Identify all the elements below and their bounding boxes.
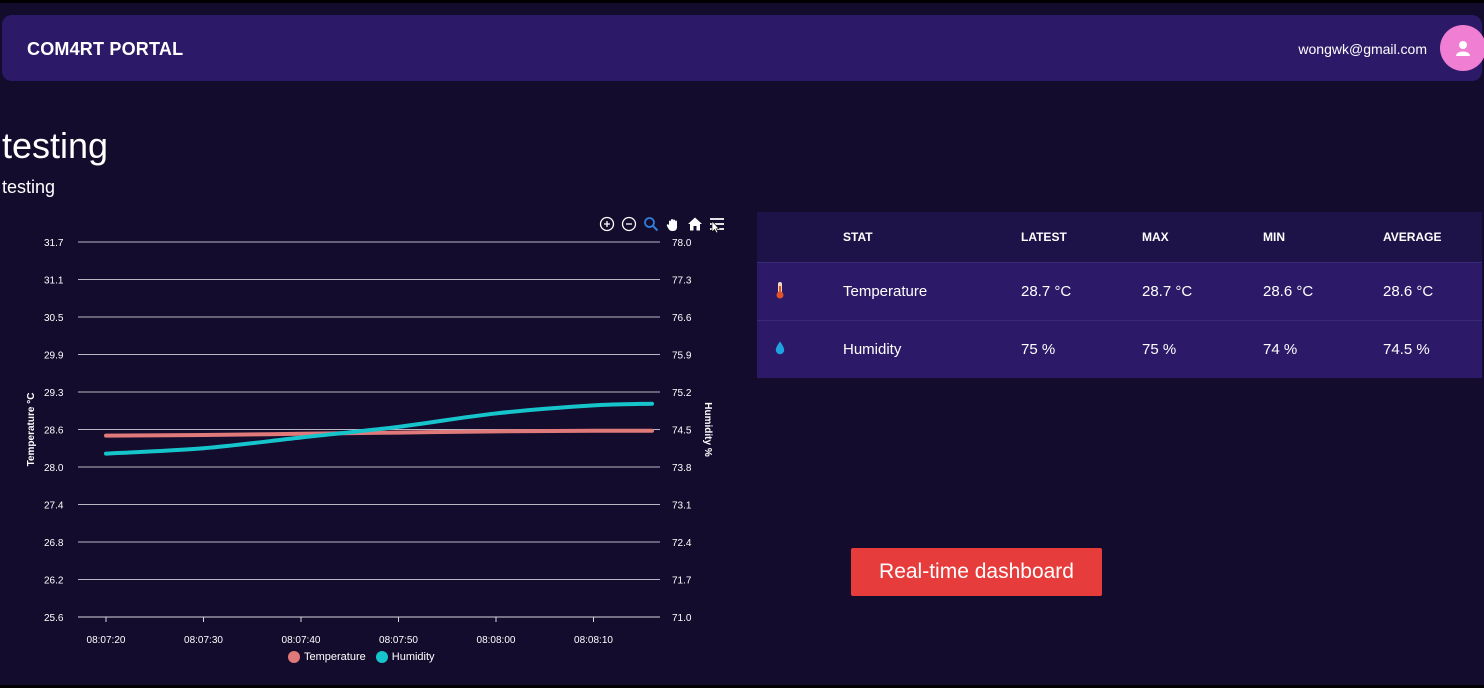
chart-legend: Temperature Humidity: [288, 651, 435, 663]
line-chart: 31.7 78.0 31.1 77.3 30.5 76.6 29.9 75.9 29.3 75.2…: [0, 208, 740, 678]
header-latest: LATEST: [1021, 230, 1067, 244]
zoom-out-icon[interactable]: [620, 215, 638, 233]
y-left-tick-label: 29.3: [44, 388, 64, 399]
row-latest: 28.7 °C: [1021, 283, 1072, 300]
header-min: MIN: [1263, 230, 1285, 244]
row-average: 28.6 °C: [1383, 283, 1434, 300]
x-tick-label: 08:07:40: [282, 635, 321, 646]
top-navbar: COM4RT PORTAL wongwk@gmail.com: [2, 15, 1484, 81]
y-left-tick-label: 31.1: [44, 276, 64, 287]
y-left-tick-label: 28.6: [44, 426, 64, 437]
row-max: 75 %: [1142, 341, 1177, 358]
row-stat-name: Temperature: [843, 283, 928, 300]
x-tick-label: 08:08:00: [477, 635, 516, 646]
row-min: 28.6 °C: [1263, 283, 1314, 300]
y-right-axis-title: Humidity %: [702, 402, 713, 457]
row-max: 28.7 °C: [1142, 283, 1193, 300]
y-left-tick-label: 28.0: [44, 463, 64, 474]
y-left-tick-label: 26.2: [44, 576, 64, 587]
stats-table-header: STAT LATEST MAX MIN AVERAGE: [757, 212, 1482, 262]
legend-label-humidity: Humidity: [391, 651, 435, 663]
row-min: 74 %: [1263, 341, 1298, 358]
y-left-tick-label: 30.5: [44, 313, 64, 324]
home-icon[interactable]: [686, 215, 704, 233]
realtime-dashboard-badge: Real-time dashboard: [851, 548, 1102, 596]
stats-table: STAT LATEST MAX MIN AVERAGE Temperature …: [757, 212, 1482, 378]
pan-icon[interactable]: [664, 215, 682, 233]
legend-marker-humidity: [375, 651, 388, 663]
page-subtitle: testing: [2, 177, 56, 197]
y-right-tick-label: 72.4: [672, 538, 692, 549]
legend-item-temperature[interactable]: Temperature: [288, 651, 366, 663]
header-average: AVERAGE: [1383, 230, 1442, 244]
zoom-in-icon[interactable]: [598, 215, 616, 233]
user-icon: [1456, 41, 1470, 56]
y-left-axis-title: Temperature °C: [26, 393, 37, 467]
y-right-tick-label: 74.5: [672, 426, 692, 437]
user-avatar-button[interactable]: [1440, 25, 1484, 71]
table-row: Humidity 75 % 75 % 74 % 74.5 %: [757, 320, 1482, 378]
row-stat-name: Humidity: [843, 341, 902, 358]
legend-item-humidity[interactable]: Humidity: [375, 651, 435, 663]
page-title: testing: [2, 125, 109, 166]
series-line-humidity: [104, 401, 654, 456]
y-right-tick-label: 77.3: [672, 276, 692, 287]
legend-marker-temperature: [288, 651, 300, 663]
y-right-tick-label: 78.0: [672, 238, 692, 249]
user-email: wongwk@gmail.com: [1298, 41, 1427, 57]
y-right-tick-label: 71.0: [672, 613, 692, 624]
x-tick-label: 08:07:30: [184, 635, 223, 646]
y-left-tick-label: 27.4: [44, 501, 64, 512]
row-average: 74.5 %: [1383, 341, 1430, 358]
x-tick-label: 08:07:20: [87, 635, 126, 646]
legend-label-temperature: Temperature: [304, 651, 366, 663]
header-max: MAX: [1142, 230, 1169, 244]
table-row: Temperature 28.7 °C 28.7 °C 28.6 °C 28.6…: [757, 262, 1482, 320]
y-left-tick-label: 29.9: [44, 351, 64, 362]
row-latest: 75 %: [1021, 341, 1056, 358]
thermometer-icon: [757, 281, 843, 303]
y-right-tick-label: 76.6: [672, 313, 692, 324]
brand-title[interactable]: COM4RT PORTAL: [27, 39, 184, 59]
menu-icon[interactable]: [708, 215, 726, 233]
chart-toolbar: [598, 215, 726, 233]
y-right-tick-label: 75.9: [672, 351, 692, 362]
y-left-tick-label: 31.7: [44, 238, 64, 249]
series-line-temperature: [104, 428, 654, 438]
y-left-tick-label: 26.8: [44, 538, 64, 549]
y-right-tick-label: 75.2: [672, 388, 692, 399]
x-tick-label: 08:07:50: [379, 635, 418, 646]
y-left-tick-label: 25.6: [44, 613, 64, 624]
x-tick-label: 08:08:10: [574, 635, 613, 646]
header-stat: STAT: [843, 230, 873, 244]
zoom-select-icon[interactable]: [642, 215, 660, 233]
y-right-tick-label: 71.7: [672, 576, 692, 587]
y-right-tick-label: 73.8: [672, 463, 692, 474]
y-right-tick-label: 73.1: [672, 501, 692, 512]
chart-svg: 31.7 78.0 31.1 77.3 30.5 76.6 29.9 75.9 29.3 75.2…: [26, 238, 713, 646]
water-drop-icon: [757, 341, 843, 359]
